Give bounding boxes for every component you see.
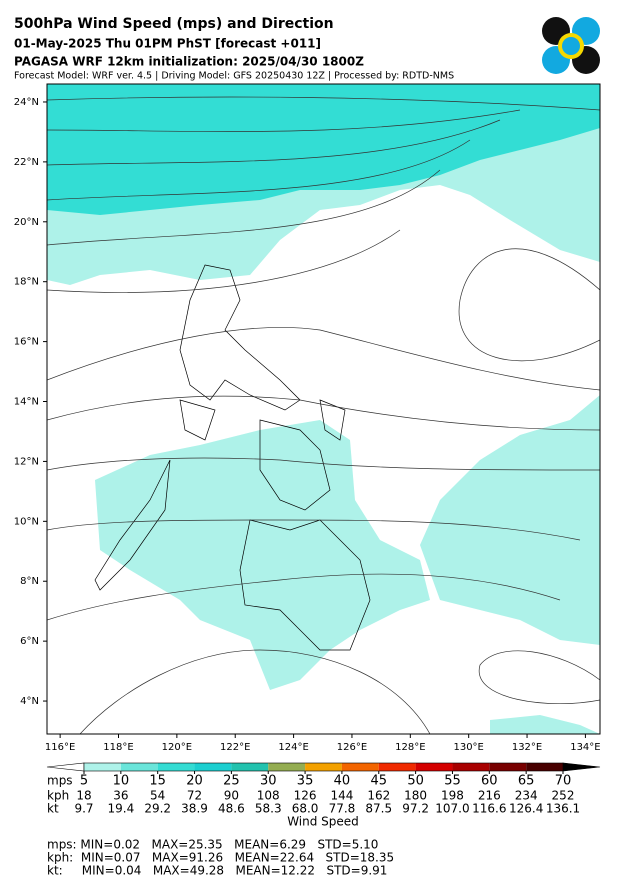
- kt-label: 107.0: [435, 802, 469, 816]
- kt-label: 87.5: [365, 802, 392, 816]
- map: [46, 83, 601, 735]
- lon-label: 116°E: [45, 742, 75, 753]
- lat-label: 22°N: [14, 157, 39, 168]
- colorbar-extend: [46, 762, 85, 772]
- kph-label: 126: [294, 789, 317, 803]
- lat-label: 6°N: [20, 636, 39, 647]
- colorbar-frame: [83, 762, 564, 772]
- colorbar-segment: [378, 763, 416, 771]
- lon-label: 122°E: [220, 742, 250, 753]
- kph-label: 72: [187, 789, 202, 803]
- kph-label: 108: [257, 789, 280, 803]
- colorbar-segment: [231, 763, 269, 771]
- lon-label: 124°E: [278, 742, 308, 753]
- kt-label: 19.4: [107, 802, 134, 816]
- lat-label: 4°N: [20, 696, 39, 707]
- kph-label: 36: [113, 789, 128, 803]
- lon-label: 120°E: [162, 742, 192, 753]
- unit-label: kt: [47, 802, 59, 816]
- kph-label: 180: [404, 789, 427, 803]
- lat-label: 16°N: [14, 337, 39, 348]
- kt-label: 116.6: [472, 802, 506, 816]
- kph-label: 54: [150, 789, 165, 803]
- mps-label: 55: [444, 774, 461, 789]
- colorbar-segment: [268, 763, 306, 771]
- kt-label: 29.2: [144, 802, 171, 816]
- colorbar-segment: [341, 763, 379, 771]
- unit-label: mps: [47, 774, 73, 788]
- kph-label: 18: [76, 789, 91, 803]
- kph-label: 198: [441, 789, 464, 803]
- colorbar-segment: [452, 763, 490, 771]
- lon-label: 132°E: [512, 742, 542, 753]
- colorbar-extend: [562, 762, 601, 772]
- colorbar-segment: [526, 763, 563, 771]
- stats-line: kph: MIN=0.07 MAX=91.26 MEAN=22.64 STD=1…: [47, 851, 394, 865]
- mps-label: 70: [555, 774, 572, 789]
- kph-label: 216: [478, 789, 501, 803]
- kt-label: 77.8: [329, 802, 356, 816]
- mps-label: 25: [223, 774, 240, 789]
- colorbar-segment: [84, 763, 121, 771]
- lat-label: 12°N: [14, 456, 39, 467]
- kph-label: 162: [367, 789, 390, 803]
- subtitle: 01-May-2025 Thu 01PM PhST [forecast +011…: [14, 37, 321, 51]
- mps-label: 10: [113, 774, 130, 789]
- stats-line: mps: MIN=0.02 MAX=25.35 MEAN=6.29 STD=5.…: [47, 838, 378, 852]
- mps-label: 35: [297, 774, 314, 789]
- kph-label: 234: [515, 789, 538, 803]
- mps-label: 20: [186, 774, 203, 789]
- subtitle: PAGASA WRF 12km initialization: 2025/04/…: [14, 55, 364, 69]
- colorbar-segment: [415, 763, 453, 771]
- lon-label: 128°E: [395, 742, 425, 753]
- kph-label: 252: [552, 789, 575, 803]
- lon-label: 134°E: [570, 742, 600, 753]
- lat-label: 18°N: [14, 277, 39, 288]
- kph-label: 144: [330, 789, 353, 803]
- colorbar-label: Wind Speed: [287, 815, 359, 829]
- kt-label: 38.9: [181, 802, 208, 816]
- kt-label: 136.1: [546, 802, 580, 816]
- colorbar-segment: [305, 763, 342, 771]
- mps-label: 65: [518, 774, 535, 789]
- lat-label: 24°N: [14, 97, 39, 108]
- kt-label: 97.2: [402, 802, 429, 816]
- mps-label: 50: [407, 774, 424, 789]
- kph-label: 90: [224, 789, 239, 803]
- colorbar-segment: [157, 763, 195, 771]
- kt-label: 68.0: [292, 802, 319, 816]
- kt-label: 48.6: [218, 802, 245, 816]
- title: 500hPa Wind Speed (mps) and Direction: [14, 16, 334, 32]
- lon-label: 118°E: [103, 742, 133, 753]
- stats-line: kt: MIN=0.04 MAX=49.28 MEAN=12.22 STD=9.…: [47, 864, 387, 878]
- mps-label: 30: [260, 774, 277, 789]
- kt-label: 9.7: [74, 802, 93, 816]
- model-info: Forecast Model: WRF ver. 4.5 | Driving M…: [14, 71, 454, 82]
- colorbar-segment: [489, 763, 527, 771]
- colorbar-segment: [120, 763, 158, 771]
- mps-label: 5: [80, 774, 88, 789]
- unit-label: kph: [47, 789, 69, 803]
- lat-label: 8°N: [20, 576, 39, 587]
- logo: [542, 17, 600, 74]
- mps-label: 60: [481, 774, 498, 789]
- lat-label: 10°N: [14, 516, 39, 527]
- colorbar-segment: [194, 763, 232, 771]
- mps-label: 40: [334, 774, 351, 789]
- mps-label: 45: [370, 774, 387, 789]
- mps-label: 15: [149, 774, 166, 789]
- lat-label: 20°N: [14, 217, 39, 228]
- kt-label: 58.3: [255, 802, 282, 816]
- lon-label: 130°E: [453, 742, 483, 753]
- lat-label: 14°N: [14, 397, 39, 408]
- kt-label: 126.4: [509, 802, 543, 816]
- lon-label: 126°E: [337, 742, 367, 753]
